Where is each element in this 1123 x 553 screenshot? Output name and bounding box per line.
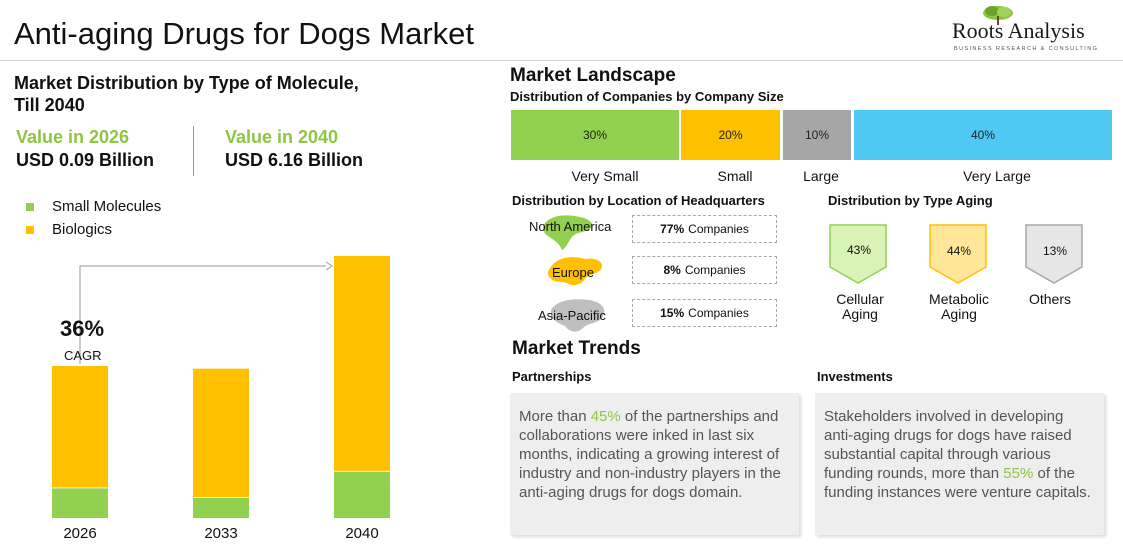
aging-label-line2: Aging (941, 306, 977, 322)
market-landscape-title: Market Landscape (510, 65, 676, 86)
tree-icon (983, 6, 1013, 25)
segment-label-very-small: Very Small (571, 168, 639, 184)
bar-2040-small-molecules (334, 470, 390, 518)
legend-item-small-molecules: Small Molecules (26, 198, 161, 215)
aging-value-metabolic: 44% (946, 244, 972, 258)
hq-value-europe: 8% Companies (632, 256, 777, 284)
europe-map-icon (548, 257, 603, 286)
legend-swatch (26, 225, 34, 234)
partnerships-highlight: 45% (590, 408, 621, 425)
aging-label-line1: Others (1028, 291, 1071, 307)
hq-percent: 15% (660, 306, 685, 320)
segment-label-small: Small (717, 168, 753, 184)
page-title: Anti-aging Drugs for Dogs Market (14, 16, 475, 51)
cagr-arrowhead (325, 261, 333, 271)
segment-value: 10% (804, 128, 830, 142)
value-2040-label: Value in 2040 (225, 127, 339, 147)
investments-highlight: 55% (1003, 465, 1034, 482)
aging-value-others: 13% (1042, 244, 1068, 258)
aging-type-title: Distribution by Type Aging (828, 193, 993, 208)
asia-pacific-map-icon (551, 299, 605, 332)
north-america-map-icon (543, 215, 593, 250)
legend-item-biologics: Biologics (26, 221, 112, 238)
investments-text-post: of the funding instances were venture ca… (824, 465, 1091, 501)
hq-suffix: Companies (688, 306, 749, 320)
cellular-aging-shape (829, 224, 887, 284)
cagr-label: CAGR (64, 348, 102, 363)
bar-2026-small-molecules (52, 487, 108, 518)
x-tick-2040: 2040 (345, 525, 378, 542)
partnerships-text-post: of the partnerships and collaborations w… (519, 408, 781, 501)
logo: Roots Analysis BUSINESS RESEARCH & CONSU… (950, 4, 1115, 56)
segment-value: 30% (582, 128, 608, 142)
value-2040-amount: USD 6.16 Billion (225, 150, 364, 170)
legend-swatch (26, 202, 34, 211)
investments-box: Stakeholders involved in developing anti… (815, 393, 1104, 535)
bar-2040-biologics (334, 256, 390, 471)
hq-value-north-america: 77% Companies (632, 215, 777, 243)
region-label-asia-pacific: Asia-Pacific (538, 308, 606, 323)
partnerships-heading: Partnerships (512, 369, 592, 384)
segment-label-large: Large (803, 168, 839, 184)
bar-2033-biologics (193, 368, 249, 498)
investments-heading: Investments (817, 369, 893, 384)
others-aging-shape (1025, 224, 1083, 284)
aging-label-line1: Cellular (836, 291, 884, 307)
distribution-title-line2: Till 2040 (14, 95, 85, 115)
hq-suffix: Companies (684, 263, 746, 277)
value-2026-label: Value in 2026 (16, 127, 130, 147)
x-tick-2026: 2026 (63, 525, 96, 542)
hq-title: Distribution by Location of Headquarters (512, 193, 765, 208)
segment-value: 20% (718, 128, 743, 142)
value-2026-amount: USD 0.09 Billion (16, 150, 155, 170)
company-size-title: Distribution of Companies by Company Siz… (510, 89, 784, 104)
hq-percent: 8% (663, 263, 681, 277)
legend-label: Small Molecules (52, 198, 162, 215)
bar-2026-biologics (52, 366, 108, 488)
segment-very-large: 40% (854, 110, 1112, 160)
aging-value-cellular: 43% (846, 243, 872, 257)
logo-name: Roots Analysis (952, 18, 1085, 43)
region-label-north-america: North America (529, 219, 612, 234)
x-tick-2033: 2033 (204, 525, 237, 542)
cagr-arrow (79, 265, 326, 365)
hq-percent: 77% (660, 222, 685, 236)
logo-tagline: BUSINESS RESEARCH & CONSULTING (954, 46, 1099, 52)
aging-label-line1: Metabolic (929, 291, 989, 307)
aging-label-others: Others (1014, 292, 1086, 307)
value-divider (193, 126, 194, 176)
hq-suffix: Companies (688, 222, 749, 236)
market-trends-title: Market Trends (512, 338, 641, 359)
hq-value-asia-pacific: 15% Companies (632, 299, 777, 327)
header-divider (0, 60, 1123, 61)
distribution-title-line1: Market Distribution by Type of Molecule, (14, 73, 359, 93)
metabolic-aging-shape (929, 224, 987, 284)
stacked-bar-chart: 2026 2033 2040 (52, 256, 390, 542)
legend-label: Biologics (52, 221, 113, 238)
segment-value: 40% (970, 128, 996, 142)
aging-label-line2: Aging (842, 306, 878, 322)
region-label-europe: Europe (552, 265, 594, 280)
partnerships-text-pre: More than (519, 408, 591, 425)
segment-large: 10% (783, 110, 851, 160)
aging-label-cellular: Cellular Aging (822, 292, 898, 322)
investments-text-pre: Stakeholders involved in developing anti… (824, 408, 1072, 482)
bar-2033-small-molecules (193, 497, 249, 518)
segment-very-small: 30% (511, 110, 679, 160)
cagr-value: 36% (60, 316, 105, 341)
partnerships-box: More than 45% of the partnerships and co… (510, 393, 799, 535)
segment-label-very-large: Very Large (963, 168, 1031, 184)
segment-small: 20% (681, 110, 780, 160)
aging-label-metabolic: Metabolic Aging (920, 292, 998, 322)
